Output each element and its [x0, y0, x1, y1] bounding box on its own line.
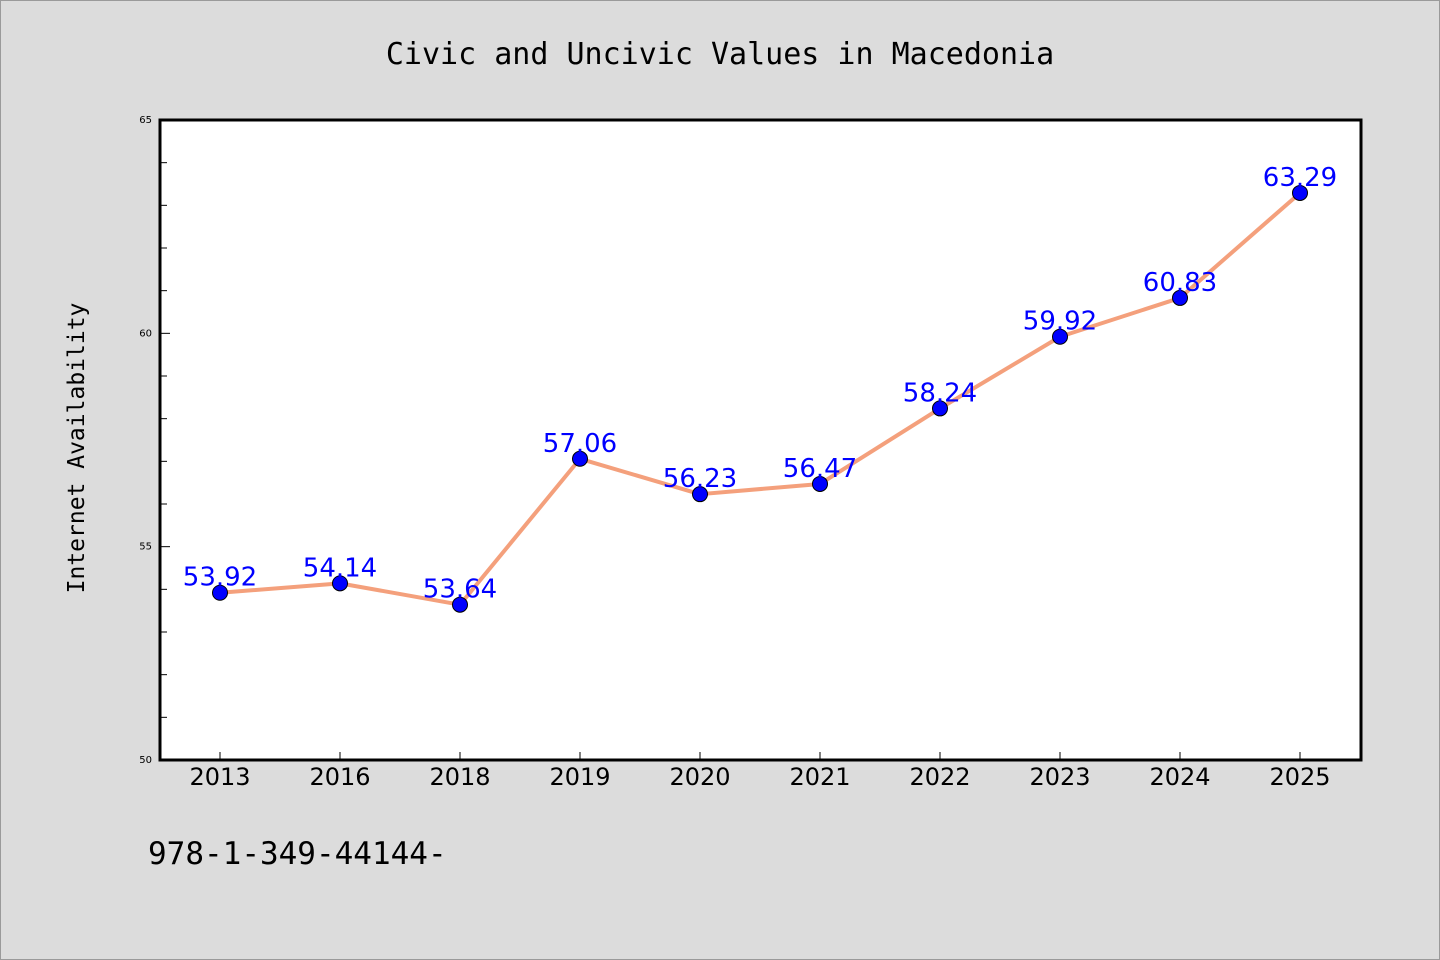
x-tick-label: 2025	[1269, 763, 1330, 791]
chart-title: Civic and Uncivic Values in Macedonia	[386, 37, 1054, 72]
x-tick-label: 2021	[789, 763, 850, 791]
x-tick-label: 2020	[669, 763, 730, 791]
footer-text: 978-1-349-44144-	[148, 836, 447, 872]
series-layer	[212, 184, 1308, 613]
data-label: 56.47	[783, 454, 857, 484]
x-tick-label: 2024	[1149, 763, 1210, 791]
y-axis-label: Internet Availability	[64, 303, 90, 594]
data-point	[452, 596, 468, 613]
y-tick-label: 65	[139, 115, 152, 126]
y-tick-label: 50	[139, 755, 152, 766]
data-label: 53.92	[183, 563, 257, 593]
plot-area	[158, 118, 1363, 762]
data-label: 60.83	[1143, 268, 1217, 298]
data-point	[332, 575, 348, 592]
x-tick-label: 2018	[429, 763, 490, 791]
series-line	[218, 190, 1302, 607]
data-point	[1052, 328, 1068, 345]
data-label: 58.24	[903, 378, 977, 408]
data-label: 59.92	[1023, 307, 1097, 337]
data-label: 54.14	[303, 553, 377, 583]
y-tick-label: 60	[139, 328, 152, 339]
data-point	[932, 400, 948, 417]
data-point	[1292, 184, 1308, 201]
data-label: 57.06	[543, 429, 617, 459]
data-label: 53.64	[423, 575, 497, 605]
y-tick-label: 55	[139, 542, 152, 553]
x-tick-label: 2023	[1029, 763, 1090, 791]
data-point	[1172, 289, 1188, 306]
data-label: 63.29	[1263, 163, 1337, 193]
y-axis: 50 55 60 65	[139, 115, 170, 766]
x-tick-label: 2016	[309, 763, 370, 791]
data-point	[572, 450, 588, 467]
data-labels: 53.92 54.14 53.64 57.06 56.23 56.47 58.24 59.92…	[183, 163, 1337, 605]
x-tick-label: 2019	[549, 763, 610, 791]
x-axis: 2013 2016 2018 2019 2020 2021 2022 2023 2024 2025	[189, 752, 1331, 791]
x-tick-label: 2013	[189, 763, 250, 791]
x-tick-label: 2022	[909, 763, 970, 791]
data-point	[692, 486, 708, 503]
data-point	[212, 584, 228, 601]
data-label: 56.23	[663, 464, 737, 494]
data-point	[812, 475, 828, 492]
